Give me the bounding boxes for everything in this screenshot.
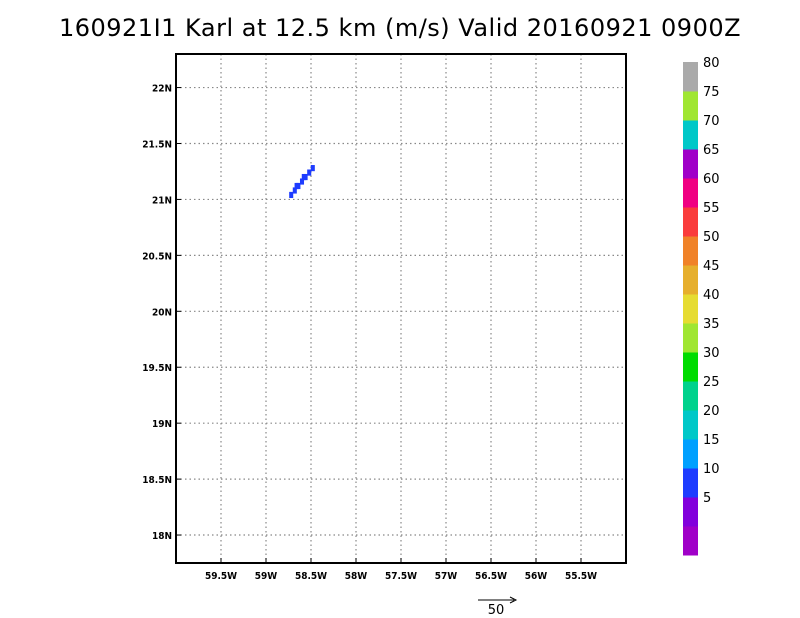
colorbar-segment (683, 381, 698, 411)
colorbar-label: 30 (703, 346, 720, 361)
wind-cell (294, 182, 299, 190)
colorbar-segment (683, 236, 698, 266)
colorbar-segment (683, 468, 698, 498)
colorbar-label: 40 (703, 288, 720, 303)
vector-key: 50 (478, 596, 518, 618)
colorbar-label: 45 (703, 259, 720, 274)
x-tick-label: 57.5W (385, 571, 417, 582)
x-tick-label: 59W (255, 571, 278, 582)
colorbar-segment (683, 120, 698, 150)
colorbar-segment (683, 439, 698, 469)
colorbar-label: 70 (703, 114, 720, 129)
y-tick-label: 19.5N (142, 363, 172, 374)
colorbar-segment (683, 91, 698, 121)
colorbar-label: 50 (703, 230, 720, 245)
chart-title: 160921I1 Karl at 12.5 km (m/s) Valid 201… (58, 14, 742, 42)
colorbar-segment (683, 323, 698, 353)
y-tick-label: 20.5N (142, 251, 172, 262)
colorbar-segment (683, 265, 698, 295)
wind-cell (299, 178, 305, 185)
x-tick-label: 56W (525, 571, 548, 582)
x-tick-label: 58.5W (295, 571, 327, 582)
colorbar-label: 55 (703, 201, 720, 216)
colorbar-label: 60 (703, 172, 720, 187)
colorbar: 5 10 15 20 25 30 35 40 45 50 55 60 65 70 75 80 (683, 56, 720, 556)
wind-cell (310, 165, 315, 172)
x-tick-label: 57W (435, 571, 458, 582)
colorbar-label: 5 (703, 491, 711, 506)
wind-cell (301, 173, 306, 181)
colorbar-segment (683, 62, 698, 92)
colorbar-label: 25 (703, 375, 720, 390)
y-axis-ticks: 22N 21.5N 21N 20.5N 20N 19.5N 19N 18.5N 18N (142, 84, 181, 542)
colorbar-segment (683, 149, 698, 179)
colorbar-segment (683, 294, 698, 324)
colorbar-segment (683, 352, 698, 382)
y-tick-label: 21.5N (142, 139, 172, 150)
colorbar-label: 80 (703, 56, 720, 71)
y-tick-label: 18.5N (142, 475, 172, 486)
colorbar-label: 10 (703, 462, 720, 477)
x-tick-label: 55.5W (565, 571, 597, 582)
colorbar-segment (683, 207, 698, 237)
wind-field (289, 165, 315, 199)
colorbar-label: 35 (703, 317, 720, 332)
colorbar-label: 75 (703, 85, 720, 100)
wind-cell (289, 191, 294, 199)
colorbar-segment (683, 497, 698, 527)
y-tick-label: 19N (152, 419, 172, 430)
colorbar-label: 65 (703, 143, 720, 158)
y-tick-label: 18N (152, 531, 172, 542)
x-axis-ticks: 59.5W 59W 58.5W 58W 57.5W 57W 56.5W 56W 55.5W (205, 558, 597, 582)
colorbar-label: 20 (703, 404, 720, 419)
x-tick-label: 56.5W (475, 571, 507, 582)
x-tick-label: 59.5W (205, 571, 237, 582)
colorbar-label: 15 (703, 433, 720, 448)
colorbar-segment (683, 526, 698, 556)
x-tick-label: 58W (345, 571, 368, 582)
wind-cell (307, 169, 312, 176)
y-tick-label: 22N (152, 84, 172, 95)
vector-key-arrow-head (509, 596, 518, 604)
grid-lines (176, 54, 626, 563)
wind-cell (292, 187, 297, 194)
y-tick-label: 20N (152, 307, 172, 318)
vector-key-label: 50 (488, 603, 505, 618)
colorbar-segment (683, 410, 698, 440)
y-tick-label: 21N (152, 195, 172, 206)
colorbar-segment (683, 178, 698, 208)
